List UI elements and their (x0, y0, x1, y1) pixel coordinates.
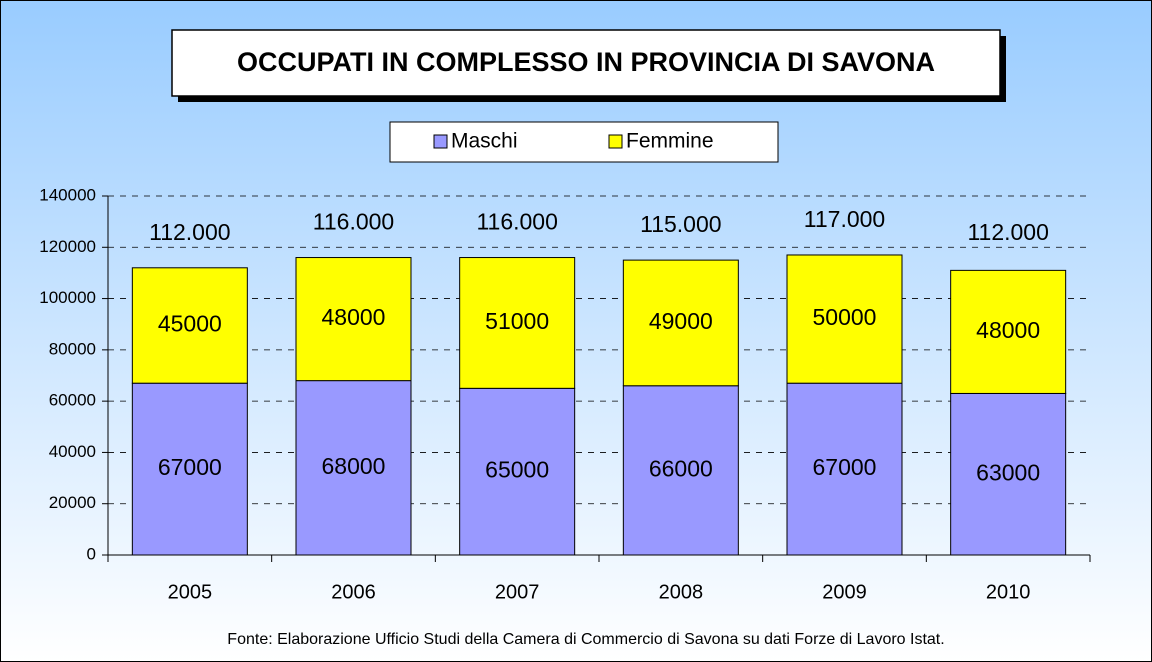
total-label: 112.000 (149, 219, 230, 245)
bar-segment (622, 259, 739, 387)
data-label: 67000 (813, 454, 877, 480)
bar-segment (131, 382, 248, 556)
x-tick-label: 2006 (331, 581, 376, 603)
y-tick-label: 100000 (39, 288, 96, 307)
x-tick-label: 2008 (659, 581, 704, 603)
data-label: 66000 (649, 455, 713, 481)
legend-box (389, 121, 779, 163)
footnote: Fonte: Elaborazione Ufficio Studi della … (227, 631, 944, 648)
total-label: 116.000 (476, 209, 557, 235)
total-label: 115.000 (640, 211, 721, 237)
title-box (171, 29, 1001, 97)
x-tick-label: 2010 (986, 581, 1031, 603)
bar-segment (786, 254, 903, 384)
legend-label: Femmine (626, 130, 714, 153)
data-label: 63000 (976, 459, 1040, 485)
data-label: 45000 (158, 311, 222, 337)
legend-swatch (608, 134, 623, 149)
data-label: 48000 (322, 304, 386, 330)
y-tick-label: 80000 (49, 339, 96, 358)
y-tick-label: 0 (87, 544, 96, 563)
data-label: 67000 (158, 454, 222, 480)
bar-segment (459, 257, 576, 389)
bar-segment (131, 267, 248, 384)
total-label: 116.000 (313, 209, 394, 235)
y-tick-label: 140000 (39, 185, 96, 204)
bar-segment (950, 392, 1067, 556)
chart-title: OCCUPATI IN COMPLESSO IN PROVINCIA DI SA… (237, 47, 935, 77)
x-tick-label: 2009 (822, 581, 867, 603)
y-tick-label: 120000 (39, 237, 96, 256)
data-label: 51000 (485, 308, 549, 334)
total-label: 112.000 (967, 219, 1048, 245)
data-label: 65000 (485, 457, 549, 483)
legend-label: Maschi (451, 130, 518, 153)
total-label: 117.000 (804, 206, 885, 232)
bar-segment (786, 382, 903, 556)
x-tick-label: 2005 (168, 581, 213, 603)
y-tick-label: 60000 (49, 391, 96, 410)
bar-segment (295, 257, 412, 382)
data-label: 50000 (813, 304, 877, 330)
legend-swatch (433, 134, 448, 149)
x-tick-label: 2007 (495, 581, 540, 603)
data-label: 48000 (976, 317, 1040, 343)
bar-segment (295, 380, 412, 556)
y-tick-label: 20000 (49, 493, 96, 512)
bar-segment (622, 385, 739, 556)
bar-segment (459, 387, 576, 556)
bar-segment (950, 269, 1067, 394)
y-tick-label: 40000 (49, 442, 96, 461)
data-label: 68000 (322, 453, 386, 479)
data-label: 49000 (649, 308, 713, 334)
